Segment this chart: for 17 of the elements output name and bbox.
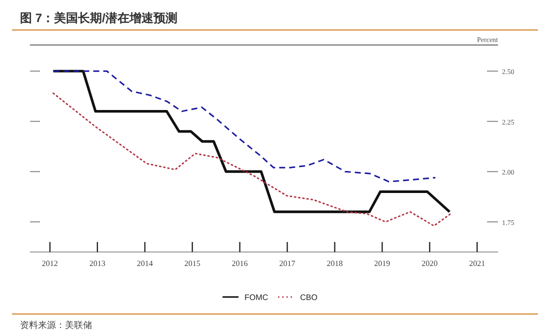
x-tick-label: 2012 <box>42 259 58 268</box>
x-tick-label: 2018 <box>326 259 343 268</box>
text: 资料来源：美联储 <box>20 320 92 330</box>
line-series <box>52 70 436 182</box>
x-tick-label: 2017 <box>279 259 296 268</box>
x-tick-label: 2020 <box>422 259 438 268</box>
x-tick-label: 2021 <box>469 259 486 268</box>
line-series <box>52 70 451 214</box>
x-tick-label: 2016 <box>232 259 248 268</box>
x-tick-label: 2015 <box>184 259 200 268</box>
x-tick-label: 2019 <box>374 259 390 268</box>
chart-title: 图 7：美国长期/潜在增速预测 <box>20 11 178 25</box>
legend-label: CBO <box>300 293 318 302</box>
x-tick-label: 2014 <box>136 259 153 268</box>
legend-label: FOMC <box>244 293 268 302</box>
line-series <box>52 92 452 227</box>
x-tick-label: 2013 <box>89 259 106 268</box>
